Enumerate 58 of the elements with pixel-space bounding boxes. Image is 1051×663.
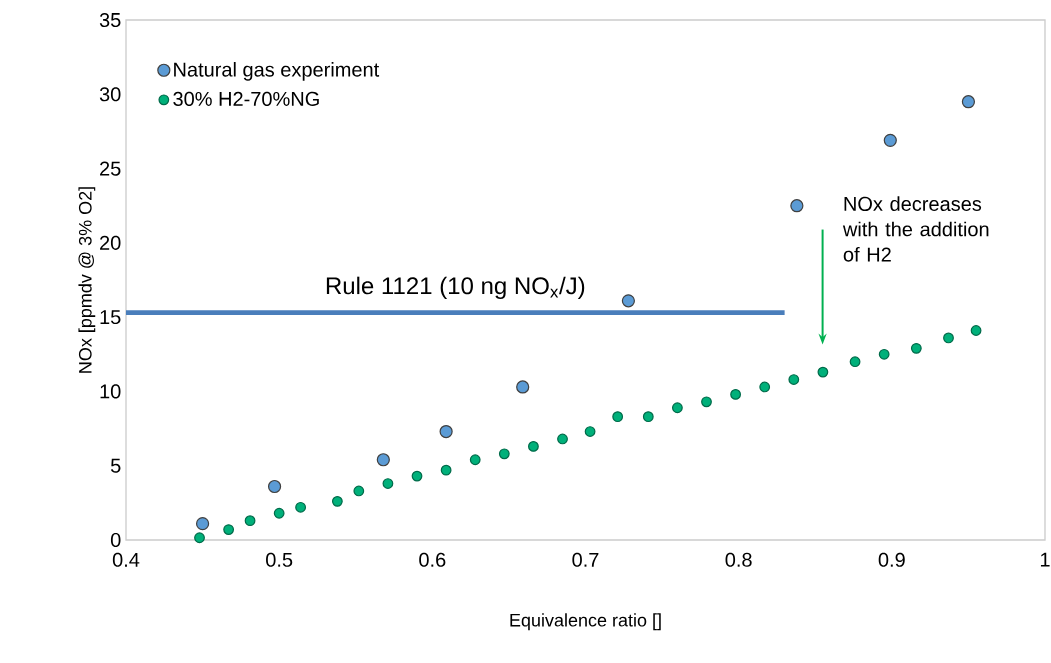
annotation: NOx decreases with the addition of H2 (842, 196, 989, 262)
point (331, 495, 343, 507)
point (528, 440, 539, 452)
point (788, 374, 800, 385)
point (469, 454, 481, 466)
point (612, 411, 624, 423)
point (883, 133, 897, 147)
point (759, 381, 771, 393)
y-axis-title: NOx [ppmdv @ 3% O2] (78, 187, 96, 373)
x-tick-label: 0.5 (266, 552, 293, 567)
x-tick-label: 0.9 (878, 552, 905, 567)
point (194, 532, 205, 544)
point (295, 501, 307, 513)
point (817, 366, 829, 378)
point (961, 95, 976, 109)
y-tick-label: 0 (110, 532, 121, 548)
point (440, 464, 452, 476)
y-tick-label: 25 (100, 161, 121, 176)
x-tick-label: 0.6 (419, 552, 446, 567)
y-tick-label: 10 (100, 384, 121, 399)
point (701, 396, 712, 408)
y-tick-label: 15 (100, 310, 121, 325)
point (730, 388, 741, 400)
point (353, 485, 365, 497)
y-tick-label: 30 (99, 87, 121, 102)
point (439, 424, 453, 439)
point (516, 380, 530, 394)
point (376, 453, 390, 467)
point (411, 470, 423, 482)
point (943, 332, 954, 344)
point (195, 517, 210, 531)
point (621, 294, 635, 308)
point (642, 411, 654, 423)
x-axis-title: Equivalence ratio [] (510, 613, 661, 631)
point (878, 348, 890, 360)
y-tick-label: 35 (99, 12, 121, 28)
point (910, 342, 922, 354)
point (970, 325, 982, 336)
point (267, 479, 282, 494)
y-tick-label: 20 (100, 235, 121, 250)
point (223, 524, 235, 535)
x-tick-label: 0.7 (572, 552, 599, 567)
point (849, 356, 861, 368)
point (498, 448, 510, 460)
point (244, 515, 256, 527)
series-label: Rule 1121 (10 ng NO$_{x}$/J) (326, 276, 585, 300)
y-tick-label: 5 (110, 458, 121, 473)
legend-label: Natural gas experiment (174, 62, 380, 81)
point (790, 199, 804, 213)
point (273, 507, 285, 519)
legend-label: 30% H2-70%NG (173, 91, 319, 106)
point (672, 402, 683, 414)
x-tick-label: 0.8 (725, 552, 752, 567)
point (557, 433, 568, 445)
x-tick-label: 1 (1040, 552, 1050, 567)
x-tick-label: 0.4 (112, 552, 140, 567)
point (584, 426, 596, 437)
point (382, 478, 394, 489)
